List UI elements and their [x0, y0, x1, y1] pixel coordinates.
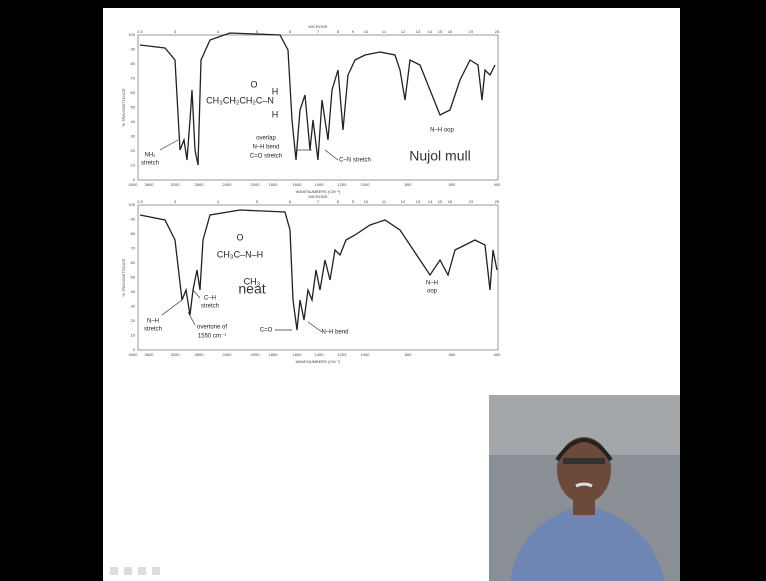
micron-tick-label: 12: [401, 199, 406, 204]
annotation: C=O: [260, 328, 273, 334]
micron-tick-label: 16: [448, 29, 453, 34]
wavenumber-tick-label: 800: [405, 352, 412, 357]
annotation: stretch: [144, 327, 162, 333]
annotation: N–H oop: [430, 128, 454, 134]
structure-text: O: [236, 232, 243, 242]
y-tick-label: 70: [131, 246, 136, 251]
y-tick-label: 90: [131, 47, 136, 52]
micron-tick-label: 19: [469, 29, 474, 34]
y-axis-label: % TRANSMITTANCE: [121, 88, 126, 127]
screen: % TRANSMITTANCEMICRONSWAVENUMBERS (CM⁻¹)…: [0, 0, 766, 581]
wavenumber-tick-label: 1400: [315, 352, 325, 357]
wavenumber-tick-label: 600: [449, 352, 456, 357]
wavenumber-tick-label: 3600: [145, 352, 155, 357]
y-tick-label: 10: [131, 333, 136, 338]
micron-tick-label: 15: [438, 199, 443, 204]
wavenumber-tick-label: 3200: [171, 182, 181, 187]
wavenumber-tick-label: 2800: [195, 182, 205, 187]
y-tick-label: 20: [131, 148, 136, 153]
y-tick-label: 80: [131, 61, 136, 66]
wavenumber-tick-label: 1200: [338, 352, 348, 357]
y-tick-label: 90: [131, 217, 136, 222]
y-tick-label: 70: [131, 76, 136, 81]
wavenumber-tick-label: 2400: [223, 182, 233, 187]
structure-text: CH₃CH₂CH₂C–N: [206, 95, 274, 105]
wavenumber-tick-label: 1600: [293, 182, 303, 187]
micron-tick-label: 12: [401, 29, 406, 34]
x-axis-label: WAVENUMBERS (CM⁻¹): [296, 359, 341, 364]
wavenumber-tick-label: 1000: [361, 182, 371, 187]
wavenumber-tick-label: 2400: [223, 352, 233, 357]
micron-tick-label: 13: [416, 29, 421, 34]
wavenumber-tick-label: 4000: [129, 182, 139, 187]
wavenumber-tick-label: 400: [494, 182, 501, 187]
annotation: N–H bend: [321, 330, 348, 336]
y-tick-label: 20: [131, 318, 136, 323]
annotation: N–H: [426, 281, 438, 287]
structure-text: H: [272, 109, 279, 119]
structure-text: O: [250, 79, 257, 89]
micron-tick-label: 13: [416, 199, 421, 204]
annotation: C–H: [204, 296, 216, 302]
micron-tick-label: 14: [428, 29, 433, 34]
structure-text: CH₃C–N–H: [217, 249, 263, 259]
wavenumber-tick-label: 400: [494, 352, 501, 357]
annotation: NH₂: [145, 153, 157, 159]
y-tick-label: 60: [131, 260, 136, 265]
y-tick-label: 40: [131, 289, 136, 294]
wavenumber-tick-label: 600: [449, 182, 456, 187]
y-tick-label: 50: [131, 105, 136, 110]
y-tick-label: 30: [131, 134, 136, 139]
wavenumber-tick-label: 3200: [171, 352, 181, 357]
annotation: C–N stretch: [339, 158, 371, 164]
annotation: overtone of: [197, 325, 227, 331]
micron-tick-label: 10: [364, 29, 369, 34]
structure-text: H: [272, 86, 279, 96]
annotation: 1550 cm⁻¹: [198, 334, 226, 340]
annotation: stretch: [201, 304, 219, 310]
webcam: [489, 395, 680, 581]
wavenumber-tick-label: 2800: [195, 352, 205, 357]
y-tick-label: 50: [131, 275, 136, 280]
annotation: N–H bend: [252, 145, 279, 151]
y-tick-label: 80: [131, 231, 136, 236]
micron-tick-label: 25: [495, 199, 500, 204]
wavenumber-tick-label: 1600: [293, 352, 303, 357]
sample-label: Nujol mull: [409, 148, 470, 164]
y-tick-label: 10: [131, 163, 136, 168]
y-tick-label: 40: [131, 119, 136, 124]
wavenumber-tick-label: 1200: [338, 182, 348, 187]
y-tick-label: 100: [128, 202, 135, 207]
y-tick-label: 60: [131, 90, 136, 95]
wavenumber-tick-label: 1000: [361, 352, 371, 357]
wavenumber-tick-label: 800: [405, 182, 412, 187]
wavenumber-tick-label: 1400: [315, 182, 325, 187]
micron-tick-label: 2.5: [137, 29, 143, 34]
wavenumber-tick-label: 1800: [269, 182, 279, 187]
annotation: overlap: [256, 136, 276, 142]
micron-tick-label: 10: [364, 199, 369, 204]
wavenumber-tick-label: 2000: [251, 182, 261, 187]
micron-tick-label: 25: [495, 29, 500, 34]
wavenumber-tick-label: 2000: [251, 352, 261, 357]
annotation: oop: [427, 289, 438, 295]
sample-label: neat: [238, 281, 265, 297]
annotation: N–H: [147, 319, 159, 325]
annotation: C=O stretch: [250, 154, 282, 160]
wavenumber-tick-label: 1800: [269, 352, 279, 357]
micron-tick-label: 15: [438, 29, 443, 34]
wavenumber-tick-label: 4000: [129, 352, 139, 357]
micron-tick-label: 14: [428, 199, 433, 204]
micron-tick-label: 16: [448, 199, 453, 204]
annotation: stretch: [141, 161, 159, 167]
y-axis-label: % TRANSMITTANCE: [121, 258, 126, 297]
micron-tick-label: 2.5: [137, 199, 143, 204]
wavenumber-tick-label: 3600: [145, 182, 155, 187]
y-tick-label: 100: [128, 32, 135, 37]
y-tick-label: 30: [131, 304, 136, 309]
micron-tick-label: 19: [469, 199, 474, 204]
